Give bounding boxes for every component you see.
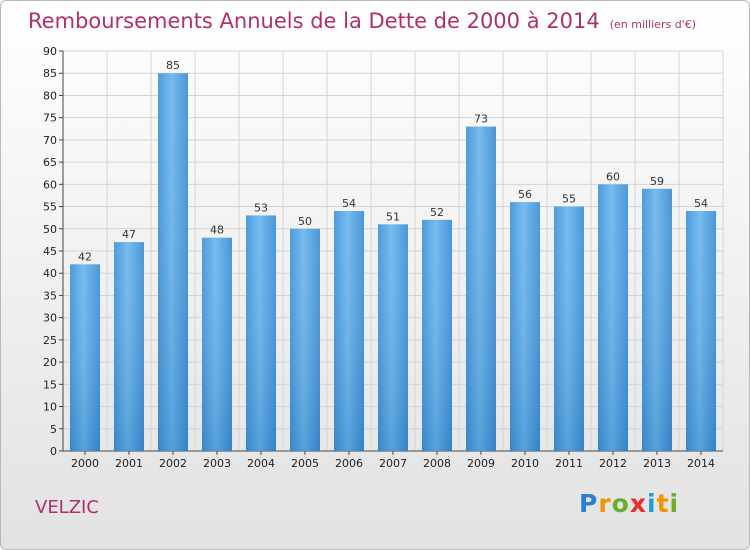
x-tick-label: 2007 (379, 457, 407, 470)
commune-name: VELZIC (35, 497, 99, 518)
bars (70, 73, 716, 452)
x-tick-label: 2004 (247, 457, 275, 470)
x-tick-label: 2009 (467, 457, 495, 470)
proxiti-logo: Proxiti (579, 489, 679, 518)
logo-letter: r (598, 489, 612, 518)
bar-shade-2012 (598, 184, 628, 452)
y-tick-label: 65 (43, 156, 57, 169)
logo-letter: i (647, 489, 657, 518)
bar-value-label: 56 (518, 188, 532, 201)
x-tick-label: 2008 (423, 457, 451, 470)
bar-shade-2006 (334, 211, 364, 451)
bar-shade-2001 (114, 242, 144, 451)
bar-shade-2002 (158, 73, 188, 451)
bar-value-label: 53 (254, 201, 268, 214)
bar-shade-2008 (422, 219, 452, 451)
chart-title-text: Remboursements Annuels de la Dette de 20… (28, 9, 600, 33)
y-tick-label: 70 (43, 134, 57, 147)
bar-shade-2009 (466, 126, 496, 452)
bar-value-label: 60 (606, 170, 620, 183)
y-tick-label: 55 (43, 201, 57, 214)
y-tick-label: 45 (43, 245, 57, 258)
bar-value-label: 73 (474, 113, 488, 126)
chart-subtitle: (en milliers d'€) (609, 18, 696, 31)
x-tick-label: 2002 (159, 457, 187, 470)
y-tick-label: 0 (50, 445, 57, 458)
x-tick-label: 2011 (555, 457, 583, 470)
bar-value-label: 54 (342, 197, 356, 210)
bar-shade-2003 (202, 237, 232, 451)
logo-letter: o (611, 489, 630, 518)
bar-shade-2011 (554, 206, 584, 451)
y-tick-label: 10 (43, 401, 57, 414)
bar-value-label: 42 (78, 250, 92, 263)
bar-shade-2004 (246, 215, 276, 451)
logo-letter: t (656, 489, 670, 518)
bar-shade-2014 (686, 211, 716, 451)
y-tick-label: 15 (43, 378, 57, 391)
bar-shade-2005 (290, 228, 320, 451)
bar-value-label: 50 (298, 215, 312, 228)
x-tick-label: 2000 (71, 457, 99, 470)
x-tick-label: 2012 (599, 457, 627, 470)
logo-letter: i (669, 489, 680, 518)
x-tick-label: 2010 (511, 457, 539, 470)
y-tick-label: 40 (43, 267, 57, 280)
bar-value-label: 51 (386, 210, 400, 223)
y-tick-label: 35 (43, 289, 57, 302)
bar-shade-2013 (642, 188, 672, 451)
bar-value-label: 85 (166, 59, 180, 72)
bar-value-label: 59 (650, 175, 664, 188)
x-tick-label: 2003 (203, 457, 231, 470)
x-tick-label: 2013 (643, 457, 671, 470)
y-tick-label: 30 (43, 312, 57, 325)
bar-value-label: 48 (210, 224, 224, 237)
logo-letter: P (579, 489, 599, 518)
bar-value-label: 52 (430, 206, 444, 219)
y-tick-label: 85 (43, 67, 57, 80)
y-tick-label: 90 (43, 45, 57, 58)
y-tick-label: 20 (43, 356, 57, 369)
bar-value-label: 47 (122, 228, 136, 241)
y-tick-label: 5 (50, 423, 57, 436)
bar-value-label: 55 (562, 193, 576, 206)
x-tick-label: 2005 (291, 457, 319, 470)
x-tick-label: 2001 (115, 457, 143, 470)
x-tick-label: 2006 (335, 457, 363, 470)
bar-shade-2007 (378, 224, 408, 451)
bar-shade-2000 (70, 264, 100, 451)
y-tick-label: 25 (43, 334, 57, 347)
chart-title: Remboursements Annuels de la Dette de 20… (28, 9, 696, 33)
y-tick-label: 50 (43, 223, 57, 236)
logo-letter: x (629, 489, 647, 518)
y-tick-label: 75 (43, 112, 57, 125)
bar-value-label: 54 (694, 197, 708, 210)
y-tick-label: 60 (43, 178, 57, 191)
x-tick-label: 2014 (687, 457, 715, 470)
bar-shade-2010 (510, 202, 540, 451)
labels: 0 5 10 15 20 25 30 35 40 45 50 55 60 65 70 75 80 85 90 42 20… (43, 45, 715, 470)
y-tick-label: 80 (43, 89, 57, 102)
